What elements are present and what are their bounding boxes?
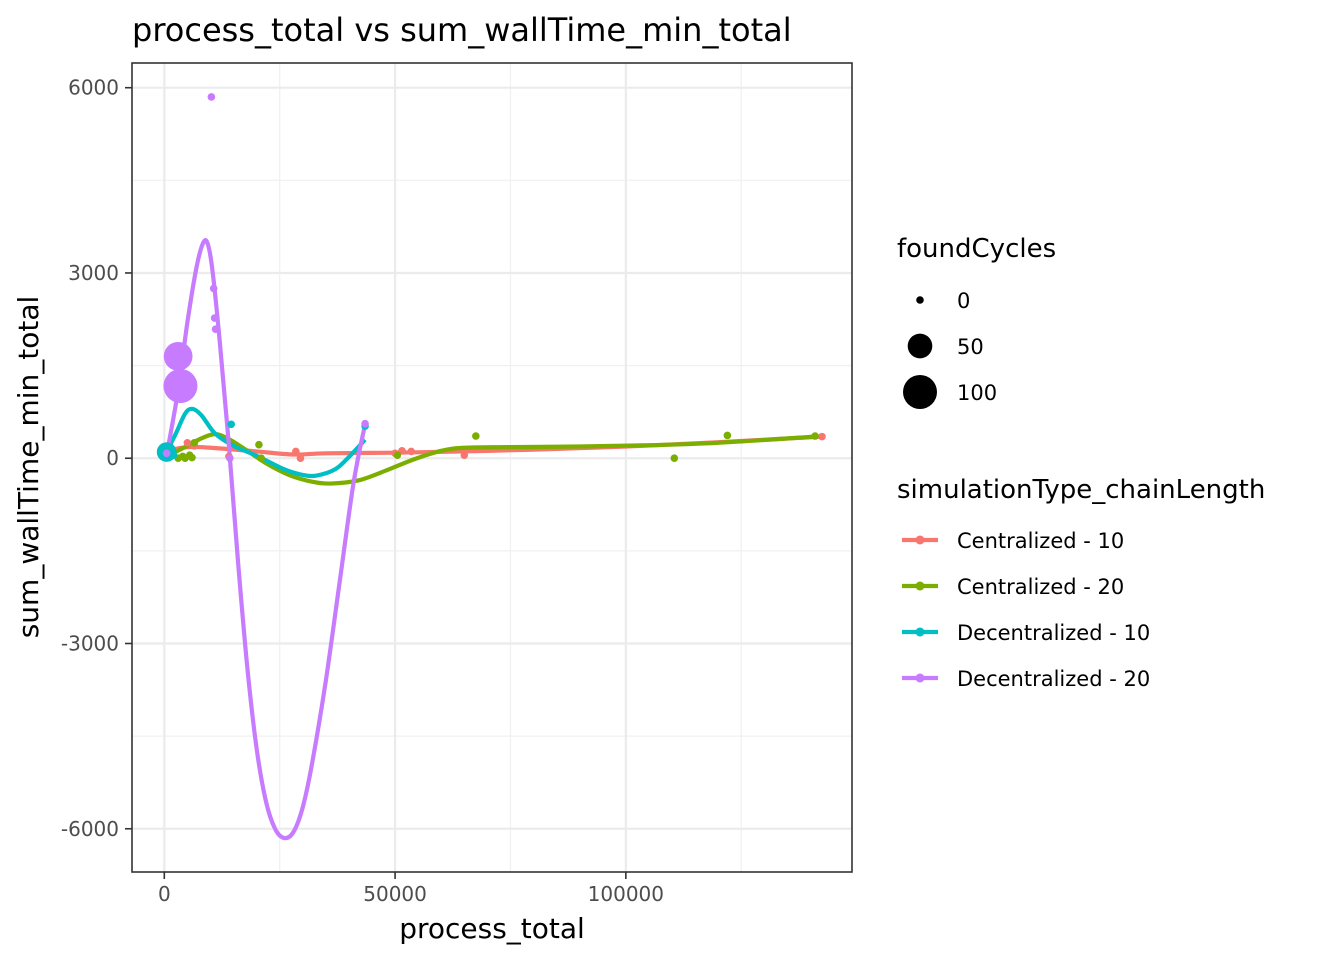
- size-legend: foundCycles 0 50 100: [897, 234, 1056, 409]
- data-point: [226, 454, 234, 463]
- data-point: [407, 447, 416, 456]
- color-legend-title: simulationType_chainLength: [897, 475, 1265, 505]
- data-point: [227, 420, 236, 429]
- y-tick-label: 0: [106, 446, 119, 470]
- color-legend-label: Decentralized - 10: [957, 621, 1150, 645]
- data-point: [472, 432, 480, 440]
- data-point: [183, 438, 192, 447]
- x-tick-label: 50000: [363, 882, 427, 906]
- data-point: [811, 432, 819, 440]
- panel-background: [132, 63, 852, 872]
- data-point: [190, 438, 199, 447]
- plot-panel: [131, 62, 853, 873]
- grid-lines: [132, 63, 852, 872]
- data-point: [255, 440, 263, 449]
- data-points: [156, 93, 826, 463]
- x-tick-label: 0: [158, 882, 171, 906]
- data-point: [169, 451, 178, 459]
- x-axis-title: process_total: [399, 912, 585, 945]
- color-legend-label: Centralized - 10: [957, 529, 1124, 553]
- chart-title: process_total vs sum_wallTime_min_total: [132, 11, 792, 49]
- y-tick-label: -3000: [61, 632, 119, 656]
- data-point: [818, 432, 826, 441]
- panel-border: [131, 62, 853, 873]
- data-point: [209, 284, 218, 293]
- color-legend: simulationType_chainLength Centralized -…: [897, 475, 1265, 691]
- color-legend-dot: [915, 581, 925, 591]
- axis-ticks: 0 50000 100000 -6000 -3000 0 3000 6000: [61, 76, 664, 906]
- data-point: [296, 454, 305, 463]
- color-legend-label: Decentralized - 20: [957, 667, 1150, 691]
- size-legend-key: [903, 375, 937, 409]
- x-tick-label: 100000: [588, 882, 664, 906]
- data-point: [393, 451, 402, 459]
- data-point: [163, 341, 193, 371]
- data-point: [210, 314, 219, 322]
- data-point: [670, 454, 679, 463]
- size-legend-label: 50: [957, 335, 984, 359]
- data-point: [211, 325, 220, 333]
- color-legend-dot: [915, 627, 925, 637]
- color-legend-label: Centralized - 20: [957, 575, 1124, 599]
- data-point: [361, 419, 369, 428]
- data-point: [292, 447, 300, 456]
- data-point: [162, 449, 171, 458]
- color-legend-dot: [915, 673, 925, 683]
- data-point: [460, 451, 469, 459]
- size-legend-key: [907, 333, 933, 359]
- color-legend-dot: [915, 535, 925, 545]
- size-legend-label: 100: [957, 381, 997, 405]
- y-tick-label: 6000: [68, 76, 119, 100]
- size-legend-key: [916, 296, 924, 304]
- y-axis-title: sum_wallTime_min_total: [12, 296, 45, 639]
- size-legend-title: foundCycles: [897, 234, 1056, 264]
- y-tick-label: -6000: [61, 817, 119, 841]
- data-point: [188, 453, 196, 462]
- data-point: [257, 454, 266, 463]
- size-legend-label: 0: [957, 289, 970, 313]
- data-point: [207, 93, 216, 101]
- y-tick-label: 3000: [68, 261, 119, 285]
- smooth-line: [164, 406, 367, 479]
- smooth-line: [164, 238, 368, 841]
- data-point: [723, 431, 732, 440]
- data-point: [163, 368, 198, 403]
